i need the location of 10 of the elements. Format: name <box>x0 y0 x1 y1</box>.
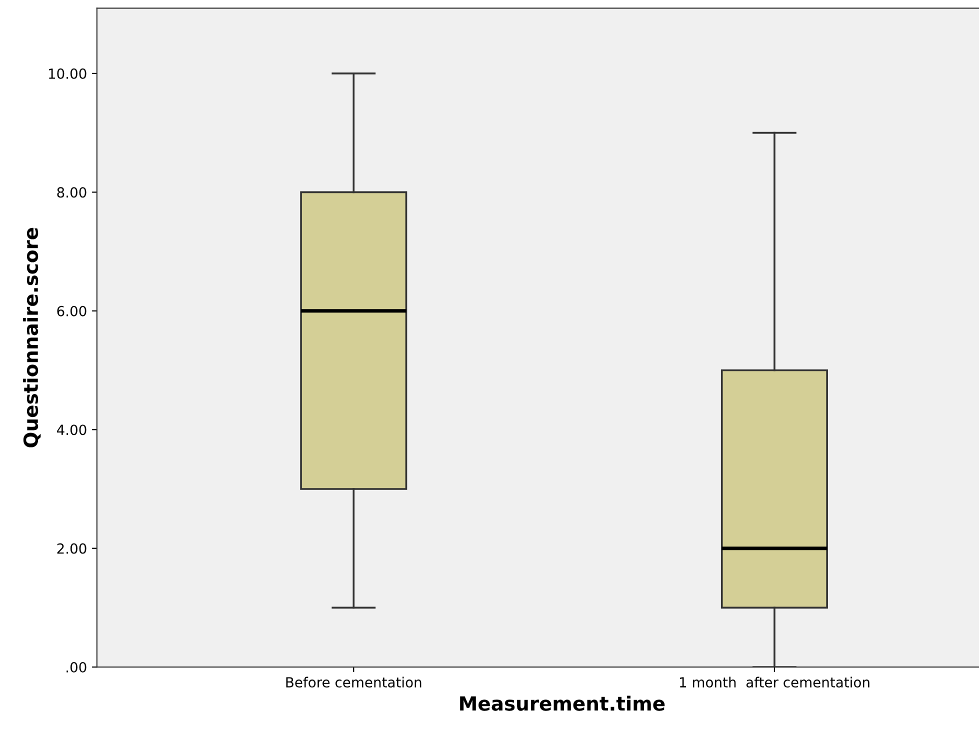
y-tick-label: .00 <box>66 662 86 673</box>
y-tick-label: 10.00 <box>48 68 86 79</box>
y-tick-label: 6.00 <box>57 306 86 316</box>
x-tick-label: Before cementation <box>286 676 422 688</box>
x-axis-title: Measurement.time <box>460 696 665 711</box>
y-tick-label: 8.00 <box>57 187 86 198</box>
y-tick-label: 2.00 <box>57 543 86 554</box>
y-axis-title: Questionnaire.score <box>23 228 41 448</box>
x-tick-label: 1 month after cementation <box>680 676 870 688</box>
y-tick-label: 4.00 <box>56 424 86 436</box>
